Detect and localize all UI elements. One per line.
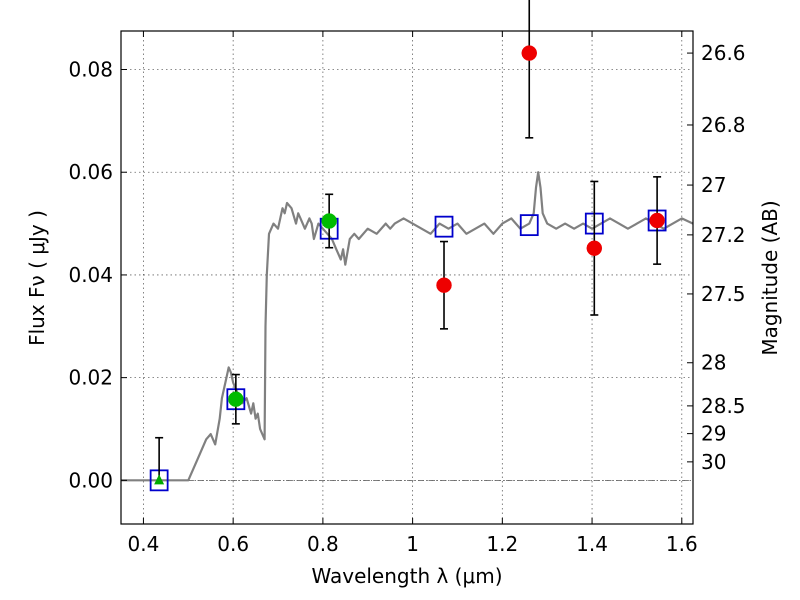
y-tick-label: 0.00: [68, 468, 113, 492]
x-tick-label: 1: [406, 532, 419, 556]
grid: [121, 31, 693, 524]
y-tick-label: 0.02: [68, 366, 113, 390]
observed-circle-point: [228, 391, 244, 407]
y-tick-label: 0.04: [68, 263, 113, 287]
right-tick-label: 30: [701, 450, 726, 474]
x-tick-label: 1.2: [486, 532, 518, 556]
right-tick-label: 27.2: [701, 223, 746, 247]
right-tick-label: 27: [701, 173, 726, 197]
observed-circle-point: [586, 240, 603, 256]
model-square-point: [519, 214, 539, 237]
axis-ticks: 0.4 0.6 0.8 1 1.2 1.4 1.6 0.00 0.02 0.04 0.06 0.08 2…: [68, 31, 746, 556]
right-tick-label: 28.5: [701, 394, 746, 418]
right-tick-label: 26.8: [701, 113, 746, 137]
x-axis-label: Wavelength λ (μm): [311, 564, 502, 588]
observed-circle-point: [521, 45, 538, 61]
right-axis-label: Magnitude (AB): [758, 200, 782, 355]
sed-model-line: [121, 171, 694, 482]
x-tick-label: 1.4: [576, 532, 608, 556]
y-tick-label: 0.06: [68, 160, 113, 184]
y-tick-label: 0.08: [68, 58, 113, 82]
x-tick-label: 0.8: [307, 532, 339, 556]
plot-area: [121, 0, 694, 492]
right-tick-label: 28: [701, 351, 726, 375]
right-tick-label: 26.6: [701, 41, 746, 65]
x-tick-label: 0.6: [217, 532, 249, 556]
axes-frame: [120, 30, 694, 525]
x-tick-label: 1.6: [666, 532, 698, 556]
model-square-point: [434, 215, 454, 238]
y-axis-label: Flux Fν ( μJy ): [25, 210, 49, 346]
observed-circle-point: [436, 277, 452, 293]
observed-circle-point: [321, 213, 337, 229]
right-tick-label: 27.5: [701, 282, 746, 306]
x-tick-label: 0.4: [128, 532, 160, 556]
upper-limit-triangle-point: [154, 474, 165, 485]
observed-circle-point: [649, 212, 665, 229]
right-tick-label: 29: [701, 422, 726, 446]
